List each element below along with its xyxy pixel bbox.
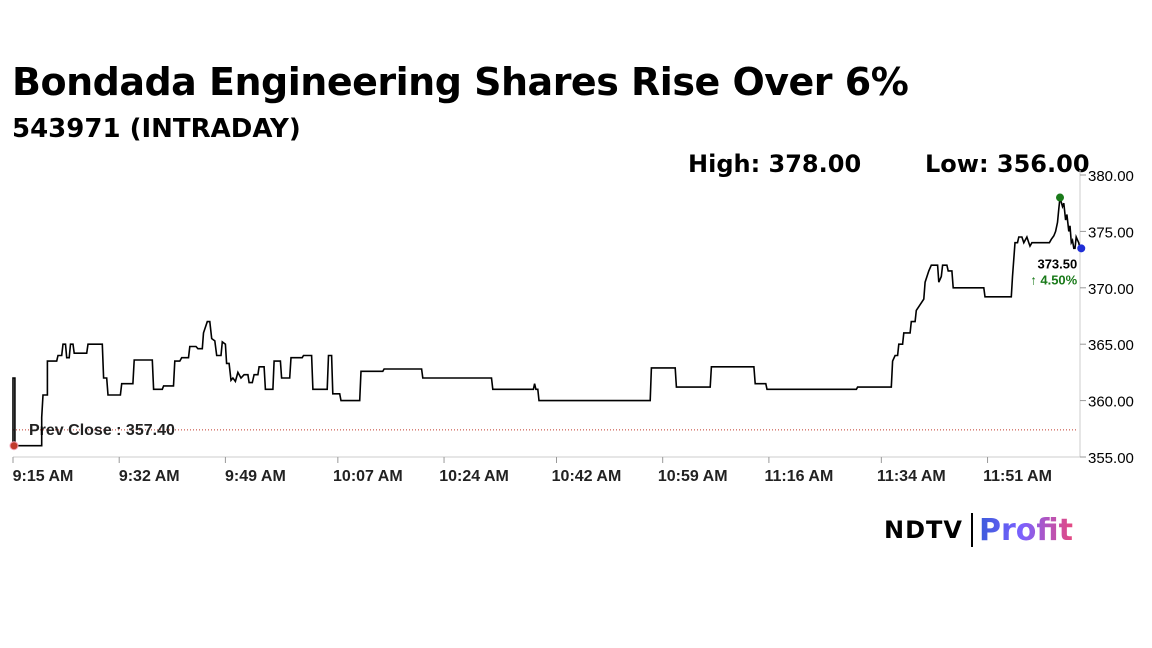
change-percent-label: ↑ 4.50%: [1030, 272, 1077, 287]
high-point-marker: [1056, 193, 1065, 202]
x-tick-label: 9:49 AM: [225, 468, 286, 485]
low-price-label: Low: 356.00: [925, 150, 1090, 178]
last-price-label: 373.50: [1037, 256, 1077, 271]
x-tick-label: 11:16 AM: [765, 468, 834, 485]
x-tick-label: 11:51 AM: [983, 468, 1052, 485]
chart-subtitle: 543971 (INTRADAY): [12, 114, 301, 144]
y-tick-label: 365.00: [1088, 337, 1134, 354]
y-tick-label: 380.00: [1088, 168, 1134, 185]
x-tick-label: 9:32 AM: [119, 468, 180, 485]
y-tick-label: 375.00: [1088, 224, 1134, 241]
high-price-label: High: 378.00: [688, 150, 862, 178]
y-tick-label: 370.00: [1088, 281, 1134, 298]
profit-wordmark: Profit: [978, 512, 1073, 548]
prev-close-label: Prev Close : 357.40: [29, 422, 175, 439]
low-point-marker: [9, 441, 19, 451]
ndtv-profit-logo: NDTV Profit: [884, 510, 1073, 550]
last-price-marker: [1077, 244, 1086, 253]
logo-divider: [970, 513, 973, 547]
x-tick-label: 10:07 AM: [333, 468, 403, 485]
x-tick-label: 10:42 AM: [552, 468, 622, 485]
y-tick-label: 360.00: [1088, 394, 1134, 411]
chart-title: Bondada Engineering Shares Rise Over 6%: [12, 60, 909, 104]
ndtv-wordmark: NDTV: [884, 516, 963, 544]
price-series-line: [12, 197, 1082, 447]
y-tick-label: 355.00: [1088, 450, 1134, 467]
x-tick-label: 9:15 AM: [13, 468, 74, 485]
x-tick-label: 11:34 AM: [877, 468, 946, 485]
x-tick-label: 10:24 AM: [439, 468, 509, 485]
x-tick-label: 10:59 AM: [658, 468, 728, 485]
